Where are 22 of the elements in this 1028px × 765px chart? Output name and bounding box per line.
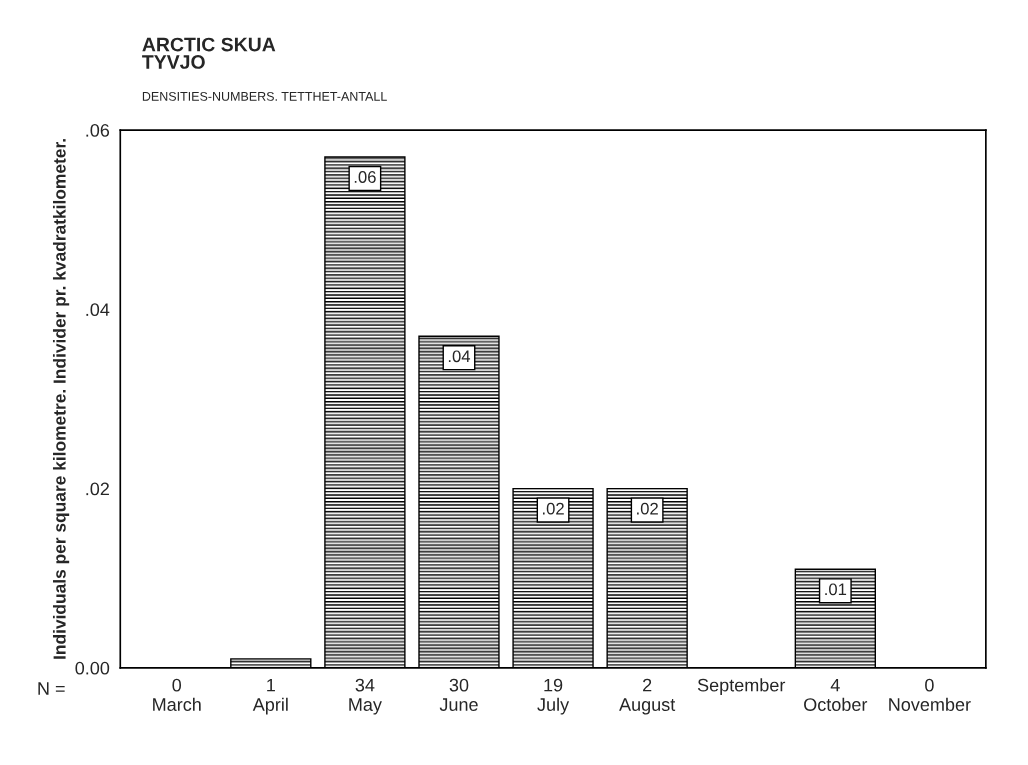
y-axis-title: Individuals per square kilometre. Individer pr. kvadratkilometer. — [52, 139, 70, 659]
x-tick-label: 1 April — [252, 678, 288, 715]
y-tick-label: .04 — [86, 303, 110, 317]
y-tick-label: .06 — [86, 123, 110, 137]
chart-subtitle: DENSITIES-NUMBERS. TETTHET-ANTALL — [142, 91, 387, 101]
data-label: .04 — [448, 350, 471, 363]
y-tick-label: .02 — [86, 482, 109, 496]
y-tick-label: 0.00 — [75, 661, 110, 675]
text: N = — [38, 682, 65, 695]
data-label: .02 — [543, 502, 564, 515]
data-label: .02 — [637, 502, 658, 515]
x-tick-label: 34 May — [349, 678, 382, 715]
x-tick-label: 30 June — [439, 678, 478, 711]
x-tick-label: September — [697, 678, 786, 696]
data-label: .01 — [825, 583, 847, 596]
x-tick-label: 2 August — [619, 678, 676, 715]
data-label: .06 — [354, 171, 376, 183]
x-tick-label: 19 July — [537, 678, 570, 715]
x-tick-label: 0 November — [889, 678, 971, 711]
chart-title: ARCTIC SKUA TYVJO — [142, 37, 276, 69]
x-tick-label: 0 March — [153, 678, 201, 711]
x-tick-label: 4 October — [804, 678, 868, 711]
